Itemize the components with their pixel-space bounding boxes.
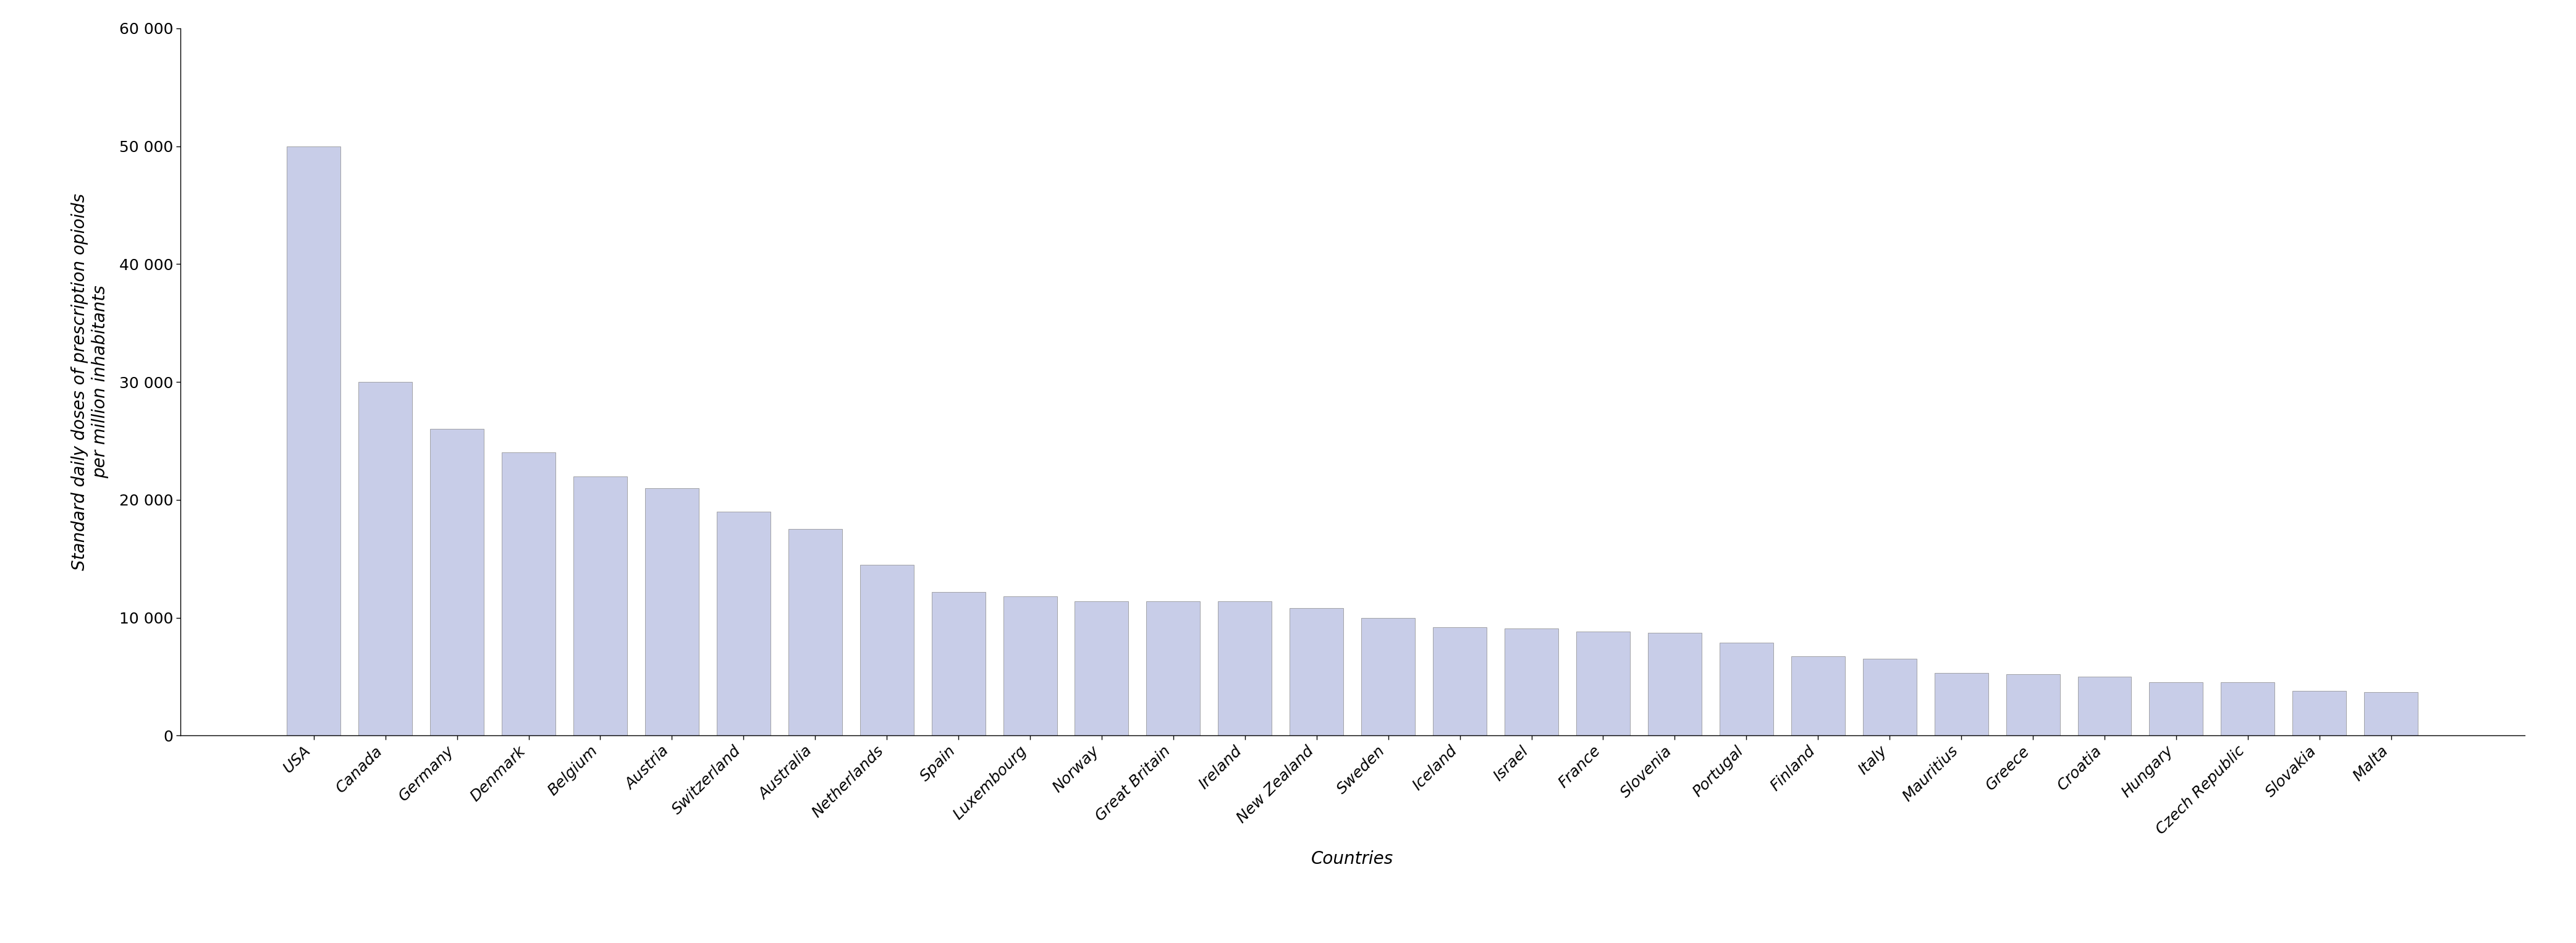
Bar	[430, 429, 484, 736]
Y-axis label: Standard daily doses of prescription opioids
per million inhabitants: Standard daily doses of prescription opi…	[72, 193, 108, 571]
Bar	[1360, 618, 1414, 736]
Bar	[1218, 602, 1273, 736]
Bar	[716, 511, 770, 736]
Bar	[1649, 633, 1703, 736]
Bar	[788, 529, 842, 736]
Bar	[2079, 677, 2130, 736]
Bar	[1074, 602, 1128, 736]
Bar	[2148, 683, 2202, 736]
Bar	[1790, 656, 1844, 736]
Bar	[860, 565, 914, 736]
Bar	[2221, 683, 2275, 736]
X-axis label: Countries: Countries	[1311, 851, 1394, 868]
Bar	[1146, 602, 1200, 736]
Bar	[2293, 690, 2347, 736]
Bar	[358, 382, 412, 736]
Bar	[1721, 642, 1772, 736]
Bar	[933, 592, 984, 736]
Bar	[1504, 628, 1558, 736]
Bar	[2365, 692, 2419, 736]
Bar	[2007, 674, 2061, 736]
Bar	[502, 453, 556, 736]
Bar	[1935, 673, 1989, 736]
Bar	[1862, 659, 1917, 736]
Bar	[286, 146, 340, 736]
Bar	[1577, 632, 1631, 736]
Bar	[1291, 608, 1345, 736]
Bar	[644, 488, 698, 736]
Bar	[1432, 627, 1486, 736]
Bar	[1002, 597, 1056, 736]
Bar	[574, 476, 626, 736]
